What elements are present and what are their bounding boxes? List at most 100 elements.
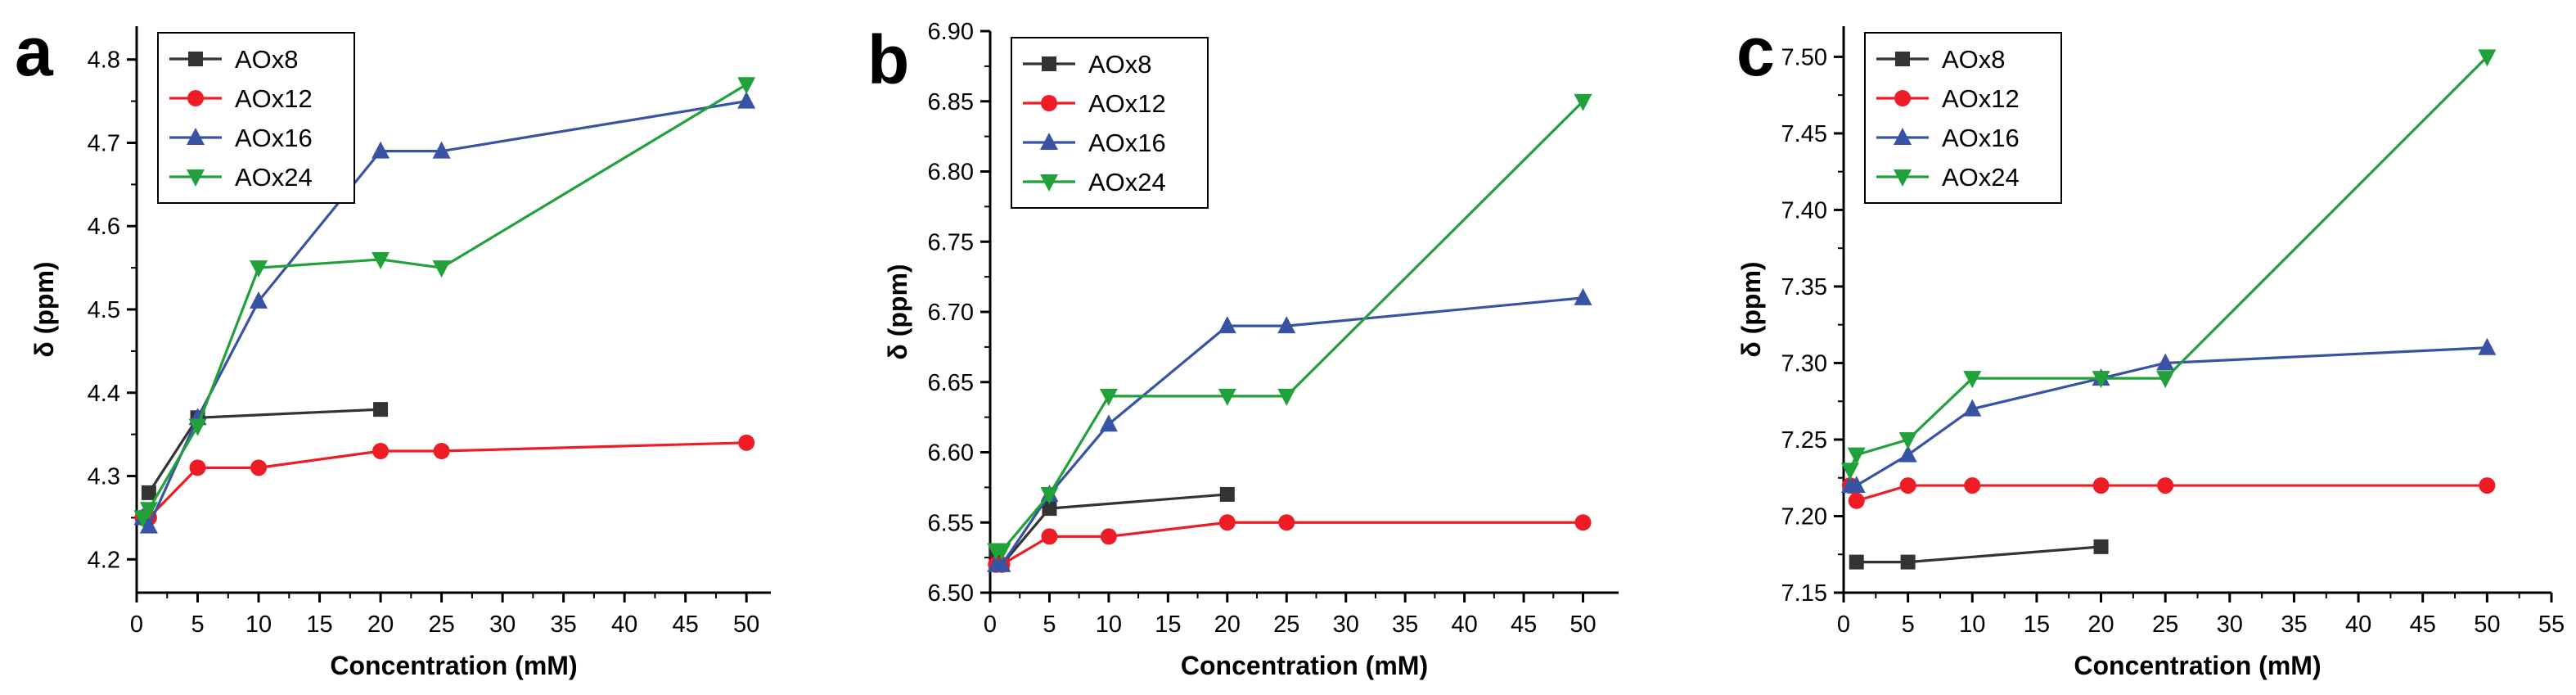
legend-marker	[1894, 90, 1911, 106]
series-line	[1856, 545, 2101, 564]
x-tick-label: 40	[2345, 612, 2371, 638]
legend-item: AOx8	[1876, 45, 2006, 74]
data-point	[1963, 371, 1982, 389]
data-point	[1848, 492, 1865, 509]
data-point	[1849, 554, 1864, 570]
data-point	[1218, 316, 1236, 334]
panel-a: a 0 5 10 15 20 25 30 35 40 45 50 4.2 4.3 4.4 4.5 4.6 4.7 4…	[15, 13, 771, 680]
y-tick-label: 7.20	[1781, 503, 1827, 530]
y-tick-label: 7.30	[1781, 350, 1827, 377]
y-tick-label: 6.65	[928, 370, 974, 396]
y-tick-label: 6.80	[928, 160, 974, 186]
legend-item: AOx12	[1876, 84, 2020, 113]
series-aox24	[133, 77, 756, 528]
series-aox12	[1841, 477, 2496, 509]
panel-b: b 0 5 10 15 20 25 30 35 40 45 50 6.50 6.55 6.60 6.65 6.7…	[867, 19, 1619, 680]
data-point	[993, 543, 1011, 561]
x-tick-label: 5	[191, 612, 204, 638]
series-aox12	[134, 434, 755, 526]
data-point	[250, 291, 268, 309]
legend-label: AOx12	[1942, 84, 2020, 113]
legend-item: AOx12	[1023, 89, 1166, 118]
legend-marker	[188, 52, 203, 66]
x-tick-label: 10	[245, 612, 272, 638]
data-point	[1277, 316, 1296, 334]
data-point	[1840, 463, 1859, 481]
y-tick-label: 6.60	[928, 440, 974, 467]
data-point	[1574, 514, 1592, 531]
data-point	[737, 91, 756, 109]
data-point	[2157, 477, 2174, 494]
legend-label: AOx8	[235, 45, 299, 74]
legend-marker	[187, 169, 205, 187]
y-tick-label: 4.3	[88, 464, 120, 490]
x-tick-label: 5	[1043, 612, 1056, 638]
x-tick-label: 40	[1451, 612, 1477, 638]
legend-label: AOx8	[1088, 50, 1152, 79]
legend-label: AOx16	[1088, 129, 1166, 157]
data-point	[738, 434, 755, 451]
legend-item: AOx24	[169, 163, 313, 192]
y-tick-label: 6.50	[928, 580, 974, 607]
x-tick-label: 25	[1273, 612, 1299, 638]
data-point	[1218, 514, 1236, 531]
y-tick-label: 4.6	[88, 214, 120, 240]
y-tick-label: 6.75	[928, 229, 974, 255]
data-point	[1964, 477, 1981, 494]
legend-label: AOx8	[1942, 45, 2006, 74]
legend-marker	[1041, 95, 1057, 111]
data-point	[372, 443, 390, 459]
legend-marker	[187, 128, 205, 145]
x-tick-label: 30	[2217, 612, 2243, 638]
x-axis-title: Concentration (mM)	[330, 651, 577, 680]
series-aox8	[1849, 539, 2109, 570]
data-point	[373, 402, 389, 417]
x-tick-label: 20	[367, 612, 394, 638]
data-point	[433, 443, 450, 459]
data-point	[2092, 371, 2110, 389]
x-tick-label: 45	[2410, 612, 2436, 638]
data-point	[432, 141, 451, 159]
data-point	[1040, 486, 1059, 504]
series-aox12	[988, 514, 1592, 573]
x-tick-label: 30	[489, 612, 516, 638]
data-point	[1219, 486, 1235, 502]
legend-label: AOx16	[1942, 124, 2020, 152]
x-tick-label: 55	[2538, 612, 2565, 638]
data-point	[1847, 447, 1866, 465]
data-point	[1847, 476, 1866, 494]
x-tick-label: 0	[984, 612, 997, 638]
x-tick-label: 15	[2024, 612, 2050, 638]
panel-label: b	[867, 21, 909, 98]
x-tick-label: 35	[2281, 612, 2307, 638]
x-tick-label: 15	[1155, 612, 1181, 638]
data-point	[1042, 501, 1057, 517]
x-tick-label: 10	[1096, 612, 1122, 638]
legend-item: AOx16	[1876, 124, 2020, 152]
data-point	[1277, 388, 1296, 406]
y-tick-label: 4.4	[88, 381, 120, 407]
legend: AOx8 AOx12 AOx16 AOx24	[1864, 32, 2062, 204]
y-tick-label: 6.55	[928, 510, 974, 536]
data-point	[139, 502, 158, 520]
x-tick-label: 15	[306, 612, 332, 638]
data-point	[1898, 431, 1917, 449]
y-axis-title: δ (ppm)	[1736, 261, 1766, 357]
legend-marker	[1894, 169, 1912, 187]
x-tick-label: 50	[2474, 612, 2500, 638]
legend-item: AOx12	[169, 84, 313, 113]
x-tick-label: 0	[130, 612, 143, 638]
x-tick-label: 50	[1569, 612, 1596, 638]
x-tick-label: 50	[733, 612, 759, 638]
y-tick-label: 6.85	[928, 89, 974, 115]
data-point	[1898, 445, 1917, 463]
x-tick-label: 10	[1959, 612, 1985, 638]
series-aox8	[141, 402, 389, 500]
legend-item: AOx24	[1876, 163, 2020, 192]
legend-label: AOx24	[235, 163, 313, 192]
data-point	[2479, 477, 2496, 494]
y-tick-label: 7.50	[1781, 44, 1827, 70]
data-point	[1099, 388, 1118, 406]
legend-label: AOx12	[235, 84, 313, 113]
data-point	[737, 77, 756, 95]
